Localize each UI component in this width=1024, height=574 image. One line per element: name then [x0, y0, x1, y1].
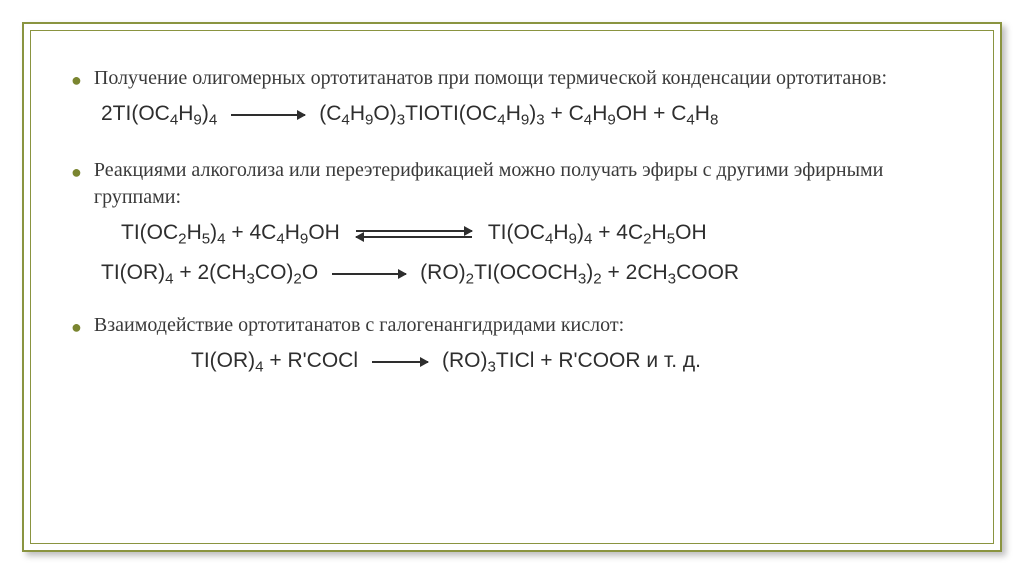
bullet-item-2: ● Реакциями алкоголиза или переэтерифика… — [71, 157, 953, 211]
equation-group: TI(OC2H5)4 + 4C4H9OH TI(OC4H9)4 + 4C2H5O… — [91, 221, 953, 288]
arrow-icon — [332, 273, 406, 275]
eq3-left: TI(OR)4 + 2(CH3CO)2O — [101, 261, 318, 288]
equation-4: TI(OR)4 + R'COCl (RO)3TICl + R'COOR и т.… — [191, 349, 953, 376]
eq1-right: (C4H9O)3TIOTI(OC4H9)3 + C4H9OH + C4H8 — [319, 102, 718, 129]
bullet-dot: ● — [71, 71, 82, 89]
equation-1: 2TI(OC4H9)4 (C4H9O)3TIOTI(OC4H9)3 + C4H9… — [101, 102, 953, 129]
bullet-text-1: Получение олигомерных ортотитанатов при … — [94, 65, 887, 92]
bullet-dot: ● — [71, 163, 82, 181]
equation-2: TI(OC2H5)4 + 4C4H9OH TI(OC4H9)4 + 4C2H5O… — [121, 221, 953, 248]
eq2-right: TI(OC4H9)4 + 4C2H5OH — [488, 221, 707, 248]
eq2-left: TI(OC2H5)4 + 4C4H9OH — [121, 221, 340, 248]
frame-inner: ● Получение олигомерных ортотитанатов пр… — [30, 30, 994, 544]
bullet-text-3: Взаимодействие ортотитанатов с галогенан… — [94, 312, 624, 339]
arrow-icon — [231, 114, 305, 116]
equation-3: TI(OR)4 + 2(CH3CO)2O (RO)2TI(OCOCH3)2 + … — [101, 261, 953, 288]
eq4-right: (RO)3TICl + R'COOR и т. д. — [442, 349, 701, 376]
eq4-left: TI(OR)4 + R'COCl — [191, 349, 358, 376]
arrow-icon — [372, 361, 428, 363]
bullet-text-2: Реакциями алкоголиза или переэтерификаци… — [94, 157, 953, 211]
frame-outer: ● Получение олигомерных ортотитанатов пр… — [22, 22, 1002, 552]
bullet-item-3: ● Взаимодействие ортотитанатов с галоген… — [71, 312, 953, 339]
slide: ● Получение олигомерных ортотитанатов пр… — [0, 0, 1024, 574]
bullet-item-1: ● Получение олигомерных ортотитанатов пр… — [71, 65, 953, 92]
eq1-left: 2TI(OC4H9)4 — [101, 102, 217, 129]
equilibrium-arrow-icon — [356, 227, 472, 241]
bullet-dot: ● — [71, 318, 82, 336]
eq3-right: (RO)2TI(OCOCH3)2 + 2CH3COOR — [420, 261, 739, 288]
